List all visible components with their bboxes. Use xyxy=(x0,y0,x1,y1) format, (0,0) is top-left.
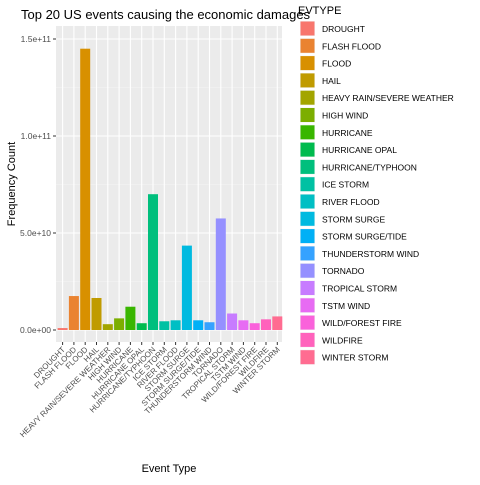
bar xyxy=(80,48,91,330)
legend-label: WILD/FOREST FIRE xyxy=(322,318,402,328)
bar xyxy=(272,316,283,330)
bar xyxy=(159,321,170,330)
legend-label: HURRICANE OPAL xyxy=(322,145,397,155)
legend-label: RIVER FLOOD xyxy=(322,197,380,207)
bar xyxy=(249,323,260,330)
bar xyxy=(193,320,204,330)
bar xyxy=(148,194,158,330)
bar xyxy=(227,313,238,330)
legend-label: TSTM WIND xyxy=(322,301,370,311)
legend-swatch xyxy=(300,142,315,157)
bar xyxy=(181,245,192,330)
legend-label: HURRICANE/TYPHOON xyxy=(322,162,417,172)
bar xyxy=(136,323,147,330)
y-tick-label: 1.0e+11 xyxy=(21,131,52,141)
legend-swatch xyxy=(300,73,315,88)
bar xyxy=(114,318,125,330)
legend-swatch xyxy=(300,90,315,105)
chart-title: Top 20 US events causing the economic da… xyxy=(21,7,311,22)
legend-label: FLASH FLOOD xyxy=(322,41,381,51)
bar xyxy=(125,306,136,330)
legend-title: EVTYPE xyxy=(298,5,341,17)
legend-label: FLOOD xyxy=(322,59,351,69)
y-axis: 0.0e+00 5.0e+10 1.0e+11 1.5e+11 xyxy=(20,34,56,335)
bar xyxy=(91,297,102,330)
legend-swatch xyxy=(300,350,315,365)
legend-swatch xyxy=(300,177,315,192)
x-axis-title: Event Type xyxy=(142,463,197,475)
y-axis-title: Frequency Count xyxy=(6,142,18,226)
legend-swatch xyxy=(300,263,315,278)
bar xyxy=(238,320,249,330)
plot-panel xyxy=(56,26,282,342)
bar xyxy=(68,296,79,330)
legend-swatch xyxy=(300,56,315,71)
legend-swatch xyxy=(300,125,315,140)
legend-swatch xyxy=(300,159,315,174)
legend-label: TORNADO xyxy=(322,266,365,276)
legend-swatch xyxy=(300,211,315,226)
legend-label: HAIL xyxy=(322,76,341,86)
y-tick-label: 0.0e+00 xyxy=(20,325,51,335)
legend-label: HEAVY RAIN/SEVERE WEATHER xyxy=(322,93,454,103)
legend-label: HIGH WIND xyxy=(322,111,368,121)
legend-label: WINTER STORM xyxy=(322,353,388,363)
legend-swatch xyxy=(300,298,315,313)
legend: DROUGHT FLASH FLOOD FLOOD HAIL HEAVY RAIN/SE… xyxy=(300,21,454,365)
legend-label: DROUGHT xyxy=(322,24,365,34)
legend-swatch xyxy=(300,108,315,122)
bar xyxy=(102,324,113,330)
legend-swatch xyxy=(300,229,315,244)
legend-label: WILDFIRE xyxy=(322,335,363,345)
bars xyxy=(57,48,283,330)
bar xyxy=(261,319,271,330)
bar xyxy=(215,218,226,330)
bar xyxy=(170,320,181,330)
bar xyxy=(204,322,215,330)
y-tick-label: 5.0e+10 xyxy=(20,228,51,238)
bar xyxy=(57,328,68,330)
legend-swatch xyxy=(300,38,315,53)
legend-swatch xyxy=(300,281,315,295)
legend-label: STORM SURGE xyxy=(322,214,385,224)
legend-swatch xyxy=(300,332,315,347)
legend-label: TROPICAL STORM xyxy=(322,284,397,294)
legend-label: ICE STORM xyxy=(322,180,369,190)
legend-swatch xyxy=(300,315,315,330)
legend-swatch xyxy=(300,246,315,261)
legend-swatch xyxy=(300,194,315,209)
legend-swatch xyxy=(300,21,315,36)
legend-label: STORM SURGE/TIDE xyxy=(322,232,407,242)
y-tick-label: 1.5e+11 xyxy=(21,34,52,44)
legend-label: HURRICANE xyxy=(322,128,373,138)
legend-label: THUNDERSTORM WIND xyxy=(322,249,419,259)
